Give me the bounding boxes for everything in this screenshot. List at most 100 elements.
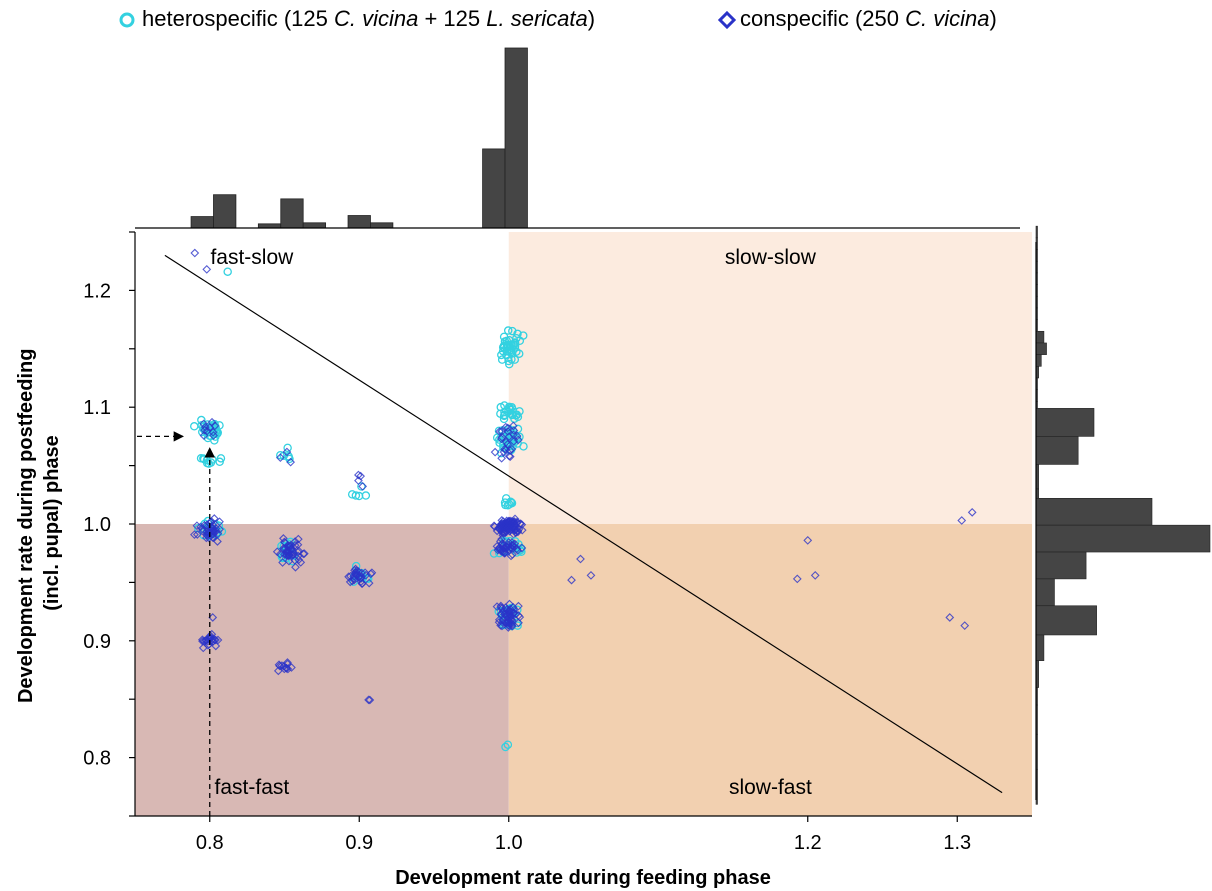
point-conspecific — [503, 524, 512, 534]
point-conspecific — [213, 635, 223, 645]
point-conspecific — [294, 555, 304, 565]
point-conspecific — [505, 452, 515, 461]
point-heterospecific — [283, 443, 292, 453]
point-heterospecific — [500, 410, 509, 420]
point-heterospecific — [511, 410, 521, 420]
point-conspecific — [199, 431, 209, 441]
quadrant-backgrounds — [135, 232, 1032, 816]
point-conspecific — [293, 540, 303, 550]
right-histogram-bar — [1035, 551, 1087, 580]
point-conspecific — [515, 612, 525, 622]
point-heterospecific — [202, 458, 212, 468]
right-histogram-bar — [1035, 605, 1097, 636]
point-conspecific — [497, 621, 507, 631]
point-heterospecific — [190, 422, 199, 431]
right-histogram — [1035, 225, 1211, 805]
point-conspecific — [945, 613, 955, 622]
point-conspecific — [356, 574, 366, 583]
quadrant-label-fast-fast: fast-fast — [215, 776, 290, 799]
point-conspecific — [792, 574, 802, 584]
point-conspecific — [360, 568, 370, 578]
point-heterospecific — [497, 355, 507, 364]
y-axis-label: Development rate during postfeeding (inc… — [15, 343, 63, 703]
point-conspecific — [275, 453, 285, 463]
axes: 0.8 0.9 1.0 1.2 1.3 0.8 0.9 1.0 1.1 1.2 — [83, 231, 1032, 854]
quadrant-label-slow-fast: slow-fast — [729, 776, 812, 799]
point-conspecific — [500, 548, 510, 558]
point-heterospecific — [510, 341, 520, 350]
point-conspecific — [365, 695, 375, 705]
right-histogram-bar — [1035, 634, 1045, 661]
point-conspecific — [291, 562, 300, 572]
top-histogram-bar — [257, 223, 282, 229]
point-conspecific — [277, 661, 287, 670]
point-conspecific — [283, 659, 292, 669]
point-heterospecific — [509, 340, 518, 350]
point-heterospecific — [501, 742, 510, 752]
x-tick-label: 0.8 — [196, 832, 224, 854]
point-conspecific — [496, 519, 506, 529]
top-histogram-bar — [347, 215, 371, 229]
point-conspecific — [203, 640, 213, 650]
point-conspecific — [490, 447, 500, 457]
point-conspecific — [364, 578, 374, 588]
point-conspecific — [192, 530, 202, 539]
point-conspecific — [347, 576, 357, 586]
point-heterospecific — [347, 490, 357, 499]
point-conspecific — [960, 621, 970, 630]
point-conspecific — [503, 607, 513, 617]
point-heterospecific — [512, 347, 521, 356]
quadrant-label-slow-slow: slow-slow — [725, 246, 817, 269]
point-heterospecific — [498, 343, 508, 352]
point-conspecific — [286, 457, 296, 467]
right-histogram-bar — [1035, 408, 1095, 437]
point-conspecific — [567, 575, 576, 585]
right-histogram-bar — [1035, 524, 1211, 553]
point-heterospecific — [513, 412, 523, 422]
point-conspecific — [497, 432, 507, 442]
quadrant-fast-fast — [135, 524, 509, 816]
point-conspecific — [513, 526, 523, 535]
legend-heterospecific-text-1: heterospecific (125 — [142, 6, 334, 31]
legend-conspecific-text-1: conspecific (250 — [740, 6, 906, 31]
quadrant-label-fast-slow: fast-slow — [210, 246, 294, 269]
point-conspecific — [496, 601, 506, 611]
point-conspecific — [279, 534, 288, 543]
point-conspecific — [505, 524, 515, 534]
point-conspecific — [367, 568, 377, 578]
point-conspecific — [345, 577, 355, 587]
point-heterospecific — [507, 349, 516, 358]
trend-line — [164, 254, 1003, 794]
point-conspecific — [514, 601, 523, 611]
point-heterospecific — [497, 350, 506, 360]
diamond-icon — [718, 11, 736, 30]
point-conspecific — [202, 264, 212, 274]
right-histogram-bar — [1035, 436, 1079, 465]
point-conspecific — [576, 554, 585, 564]
y-tick-label: 0.8 — [83, 748, 111, 770]
y-tick-label: 1.1 — [83, 397, 111, 419]
point-heterospecific — [284, 452, 293, 461]
point-conspecific — [509, 541, 518, 551]
point-heterospecific — [500, 337, 510, 346]
y-tick-label: 0.9 — [83, 631, 111, 653]
point-heterospecific — [499, 332, 509, 342]
point-conspecific — [284, 556, 294, 566]
top-histogram-bar — [280, 198, 304, 229]
point-heterospecific — [518, 331, 528, 340]
legend-heterospecific-species-1: C. vicina — [334, 6, 419, 31]
point-conspecific — [209, 529, 218, 539]
point-conspecific — [508, 550, 517, 559]
point-conspecific — [508, 421, 518, 431]
point-conspecific — [495, 427, 504, 436]
legend-conspecific: conspecific (250 C. vicina) — [718, 6, 997, 32]
point-conspecific — [209, 431, 218, 440]
point-heterospecific — [507, 403, 517, 412]
y-axis-label-line-1: Development rate during postfeeding — [15, 349, 37, 703]
point-conspecific — [510, 514, 520, 524]
point-heterospecific — [357, 482, 366, 491]
point-heterospecific — [503, 326, 513, 335]
point-conspecific — [511, 528, 521, 537]
point-conspecific — [512, 431, 522, 441]
